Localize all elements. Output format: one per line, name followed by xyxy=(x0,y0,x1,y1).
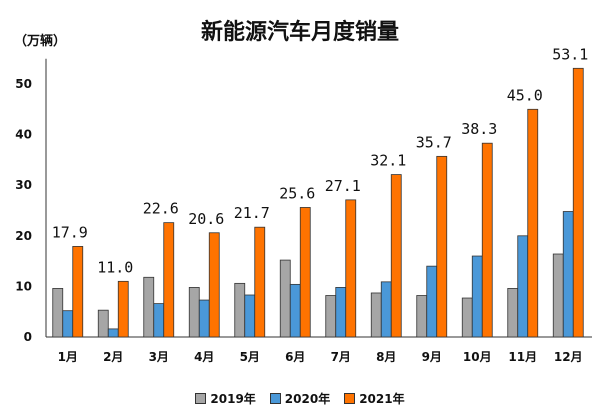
x-tick-label: 3月 xyxy=(149,350,169,364)
bar-2020年 xyxy=(562,211,574,338)
legend-item: 2021年 xyxy=(344,390,405,407)
bar-2020年 xyxy=(380,281,392,338)
bar-2020年 xyxy=(153,303,165,338)
legend-label: 2019年 xyxy=(210,392,256,406)
data-label: 25.6 xyxy=(279,184,315,202)
x-tick-label: 6月 xyxy=(285,350,305,364)
bar-2019年 xyxy=(143,276,155,338)
bar-2019年 xyxy=(97,309,109,338)
chart-title: 新能源汽车月度销量 xyxy=(200,20,399,45)
x-tick-label: 2月 xyxy=(103,350,123,364)
bar-2020年 xyxy=(107,328,119,338)
bar-2020年 xyxy=(471,255,483,338)
bar-2019年 xyxy=(507,288,519,338)
bar-2020年 xyxy=(244,294,256,338)
y-tick-label: 30 xyxy=(15,178,32,192)
legend-item: 2020年 xyxy=(269,390,331,407)
data-label: 45.0 xyxy=(507,86,543,104)
x-tick-label: 9月 xyxy=(422,350,442,364)
bar-2021年 xyxy=(527,108,539,338)
data-label: 20.6 xyxy=(188,210,224,228)
bar-2019年 xyxy=(461,297,473,338)
bar-2021年 xyxy=(436,155,448,338)
x-tick-label: 8月 xyxy=(376,350,396,364)
bar-2020年 xyxy=(198,299,210,338)
bar-2019年 xyxy=(52,288,64,338)
y-tick-label: 10 xyxy=(15,279,32,293)
bar-2019年 xyxy=(234,282,246,338)
x-tick-label: 5月 xyxy=(240,350,260,364)
x-tick-label: 1月 xyxy=(58,350,78,364)
y-tick-label: 40 xyxy=(15,128,32,142)
data-label: 11.0 xyxy=(97,258,133,276)
x-tick-label: 12月 xyxy=(554,350,583,364)
bar-2019年 xyxy=(370,292,382,338)
data-label: 22.6 xyxy=(143,200,179,218)
legend-label: 2021年 xyxy=(359,392,405,406)
bar-2021年 xyxy=(345,199,357,338)
bar-2019年 xyxy=(325,295,337,338)
data-label: 17.9 xyxy=(52,223,88,241)
bar-2020年 xyxy=(335,287,347,338)
bar-2020年 xyxy=(426,265,438,338)
data-label: 27.1 xyxy=(325,177,361,195)
bar-2020年 xyxy=(289,283,301,338)
data-label: 32.1 xyxy=(370,152,406,170)
bar-2021年 xyxy=(254,226,266,338)
bar-2021年 xyxy=(163,222,175,338)
x-tick-label: 10月 xyxy=(463,350,492,364)
legend-swatch xyxy=(269,393,281,404)
legend: 2019年 2020年 2021年 xyxy=(0,390,600,407)
legend-swatch xyxy=(195,393,207,404)
bar-2019年 xyxy=(416,295,428,338)
x-tick-label: 11月 xyxy=(508,350,537,364)
y-tick-label: 0 xyxy=(24,330,32,344)
bar-2021年 xyxy=(117,280,129,338)
bar-2021年 xyxy=(208,232,220,338)
bar-2021年 xyxy=(299,207,311,338)
y-tick-label: 20 xyxy=(15,229,32,243)
bar-2020年 xyxy=(517,235,529,338)
data-label: 35.7 xyxy=(416,133,452,151)
data-label: 38.3 xyxy=(461,120,497,138)
bar-2021年 xyxy=(72,246,84,338)
legend-item: 2019年 xyxy=(195,390,256,407)
bar-2019年 xyxy=(279,259,291,338)
bar-2019年 xyxy=(552,253,564,338)
y-tick-label: 50 xyxy=(15,77,32,91)
bar-2019年 xyxy=(188,287,200,338)
y-axis-unit: （万辆） xyxy=(14,34,67,49)
x-tick-label: 7月 xyxy=(331,350,351,364)
bar-2021年 xyxy=(390,174,402,338)
data-label: 53.1 xyxy=(552,45,588,63)
x-tick-label: 4月 xyxy=(194,350,214,364)
bar-2020年 xyxy=(62,310,74,338)
bar-2021年 xyxy=(572,67,584,338)
data-label: 21.7 xyxy=(234,204,270,222)
legend-label: 2020年 xyxy=(284,392,331,406)
bar-2021年 xyxy=(481,142,493,338)
legend-swatch xyxy=(344,393,356,404)
